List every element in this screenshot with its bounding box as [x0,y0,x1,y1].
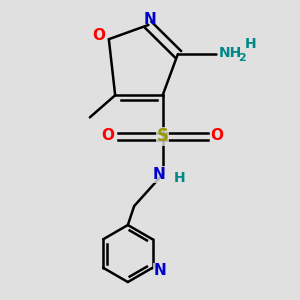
Text: NH: NH [219,46,242,60]
Text: N: N [144,12,156,27]
Text: H: H [244,37,256,51]
Text: H: H [173,170,185,184]
Text: O: O [92,28,105,43]
Text: N: N [154,263,167,278]
Text: O: O [211,128,224,143]
Text: N: N [152,167,165,182]
Text: S: S [157,128,169,146]
Text: 2: 2 [238,53,246,63]
Text: O: O [102,128,115,143]
